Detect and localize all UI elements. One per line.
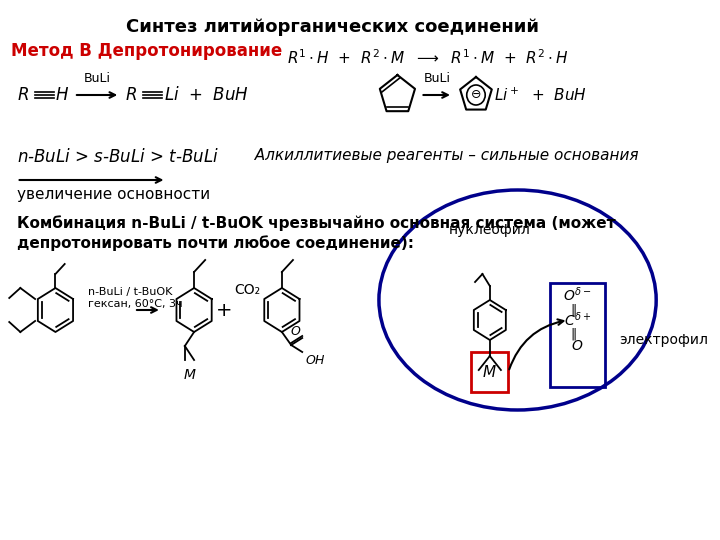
Text: $R$: $R$	[17, 86, 29, 104]
Text: +: +	[216, 300, 233, 320]
Text: $Li$  +  $BuH$: $Li$ + $BuH$	[163, 86, 248, 104]
Text: электрофил: электрофил	[619, 333, 708, 347]
Text: депротонировать почти любое соединение):: депротонировать почти любое соединение):	[17, 235, 413, 251]
Text: $\|$: $\|$	[570, 302, 576, 318]
Text: $\|$: $\|$	[570, 326, 576, 342]
Text: Комбинация n-BuLi / t-BuOK чрезвычайно основная система (может: Комбинация n-BuLi / t-BuOK чрезвычайно о…	[17, 215, 616, 231]
Text: Метод В Депротонирование: Метод В Депротонирование	[11, 42, 282, 60]
Text: $C^{\delta+}$: $C^{\delta+}$	[564, 310, 591, 329]
Text: $\ominus$: $\ominus$	[470, 89, 482, 102]
Text: $Li^+$  +  $BuH$: $Li^+$ + $BuH$	[495, 86, 588, 104]
Text: $H$: $H$	[55, 86, 70, 104]
Text: $OH$: $OH$	[305, 354, 326, 367]
Text: $n$-BuLi > $s$-BuLi > $t$-BuLi: $n$-BuLi > $s$-BuLi > $t$-BuLi	[17, 148, 219, 166]
Text: $O$: $O$	[290, 325, 302, 338]
Text: $M$: $M$	[183, 368, 197, 382]
Text: $R$: $R$	[125, 86, 137, 104]
Text: увеличение основности: увеличение основности	[17, 186, 210, 201]
Text: Синтез литийорганических соединений: Синтез литийорганических соединений	[126, 18, 539, 36]
Text: $M$: $M$	[482, 364, 498, 380]
Text: $O^{\delta-}$: $O^{\delta-}$	[563, 286, 592, 305]
Text: $R^1 \cdot H$  +  $R^2 \cdot M$  $\longrightarrow$  $R^1 \cdot M$  +  $R^2 \cdot: $R^1 \cdot H$ + $R^2 \cdot M$ $\longrigh…	[287, 48, 568, 67]
Text: $O$: $O$	[572, 339, 584, 353]
Text: n-BuLi / t-BuOK
гексан, 60°C, 3ч: n-BuLi / t-BuOK гексан, 60°C, 3ч	[88, 287, 182, 309]
Text: Алкиллитиевые реагенты – сильные основания: Алкиллитиевые реагенты – сильные основан…	[245, 148, 639, 163]
Text: BuLi: BuLi	[84, 72, 111, 85]
Text: CO₂: CO₂	[235, 283, 261, 297]
Text: нуклеофил: нуклеофил	[449, 223, 531, 237]
Text: BuLi: BuLi	[423, 72, 451, 85]
